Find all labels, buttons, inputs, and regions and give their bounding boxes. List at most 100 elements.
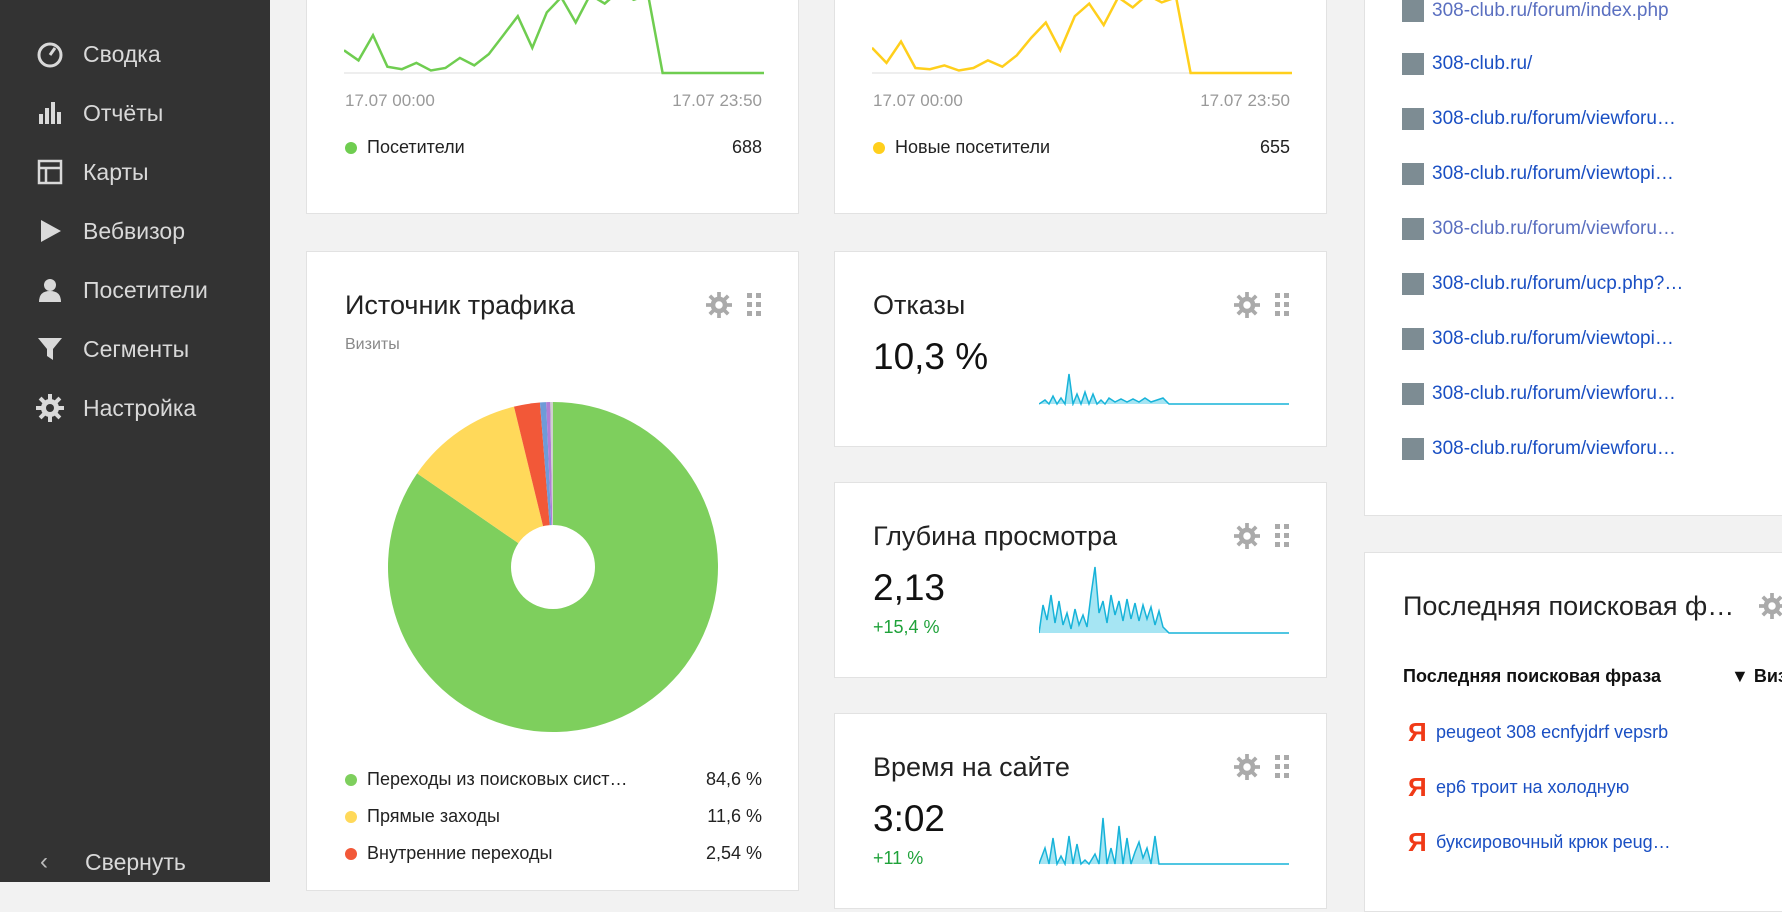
- legend-value: 655: [1259, 137, 1290, 157]
- legend-label: Переходы из поисковых сист…: [367, 769, 628, 789]
- card-title: Последняя поисковая ф…: [1403, 591, 1735, 621]
- sidebar-item-visitors[interactable]: Посетители: [34, 270, 208, 310]
- page-link[interactable]: 308-club.ru/forum/viewforu…: [1402, 438, 1676, 460]
- page-link-label: 308-club.ru/forum/viewforu…: [1432, 438, 1676, 459]
- bar-chart-icon: [34, 97, 66, 129]
- legend-value: 84,6 %: [705, 769, 762, 789]
- sidebar-item-label: Сводка: [83, 40, 161, 67]
- pie-slice[interactable]: [417, 406, 553, 567]
- card-subtitle: Визиты: [345, 336, 400, 353]
- x-axis-end-label: 17.07 23:50: [672, 91, 762, 110]
- legend-dot: [873, 141, 885, 154]
- traffic-pie-chart: [388, 402, 718, 732]
- person-icon: [34, 274, 66, 306]
- legend-item: Прямые заходы: [345, 806, 500, 827]
- page-link[interactable]: 308-club.ru/forum/viewforu…: [1402, 108, 1676, 130]
- page-link[interactable]: 308-club.ru/forum/viewforu…: [1402, 383, 1676, 405]
- page-link-label: 308-club.ru/forum/viewforu…: [1432, 383, 1676, 404]
- legend-item: Посетители: [345, 137, 465, 158]
- card-controls: [706, 292, 762, 323]
- collapse-sidebar-button[interactable]: ‹ Свернуть: [40, 848, 186, 876]
- card-title: Глубина просмотра: [873, 521, 1118, 551]
- bounce-card: Отказы 10,3 %: [834, 251, 1327, 447]
- layout-icon: [34, 156, 66, 188]
- sidebar-item-maps[interactable]: Карты: [34, 152, 149, 192]
- sidebar-item-settings[interactable]: Настройка: [34, 388, 196, 428]
- gear-icon[interactable]: [706, 292, 732, 323]
- gear-icon[interactable]: [1234, 754, 1260, 785]
- page-link-label: 308-club.ru/forum/viewforu…: [1432, 108, 1676, 129]
- collapse-label: Свернуть: [85, 848, 186, 875]
- favicon-icon: [1402, 0, 1424, 22]
- favicon-icon: [1402, 53, 1424, 75]
- visitors-line-chart: [344, 0, 764, 75]
- card-controls: [1234, 754, 1290, 785]
- card-controls: [1234, 523, 1290, 554]
- sidebar-item-summary[interactable]: Сводка: [34, 34, 161, 74]
- page-link[interactable]: 308-club.ru/forum/viewtopi…: [1402, 163, 1674, 185]
- legend-label: Посетители: [367, 137, 465, 157]
- page-link[interactable]: 308-club.ru/forum/ucp.php?…: [1402, 273, 1683, 295]
- page-link-label: 308-club.ru/forum/index.php: [1432, 0, 1669, 21]
- x-axis-end-label: 17.07 23:50: [1200, 91, 1290, 110]
- page-link[interactable]: 308-club.ru/forum/index.php: [1402, 0, 1669, 22]
- pie-slice[interactable]: [513, 402, 553, 567]
- drag-handle-icon[interactable]: [1274, 754, 1290, 785]
- page-link-label: 308-club.ru/forum/viewtopi…: [1432, 328, 1674, 349]
- gauge-icon: [34, 38, 66, 70]
- sidebar-item-webvisor[interactable]: Вебвизор: [34, 211, 185, 251]
- time-sparkline: [1039, 817, 1289, 866]
- sidebar-item-segments[interactable]: Сегменты: [34, 329, 189, 369]
- drag-handle-icon[interactable]: [1274, 523, 1290, 554]
- bounce-sparkline: [1039, 373, 1289, 406]
- depth-sparkline: [1039, 566, 1289, 634]
- play-icon: [34, 215, 66, 247]
- page-link[interactable]: 308-club.ru/forum/viewtopi…: [1402, 328, 1674, 350]
- column-header-phrase[interactable]: Последняя поисковая фраза: [1403, 666, 1661, 686]
- legend-label: Новые посетители: [895, 137, 1051, 157]
- new-visitors-line-chart: [872, 0, 1292, 75]
- favicon-icon: [1402, 383, 1424, 405]
- sidebar-item-label: Сегменты: [83, 335, 190, 362]
- page-link[interactable]: 308-club.ru/: [1402, 53, 1532, 75]
- depth-card: Глубина просмотра 2,13 +15,4 %: [834, 482, 1327, 678]
- series-line: [344, 0, 764, 75]
- metric-delta: +15,4 %: [873, 617, 940, 637]
- page-link[interactable]: 308-club.ru/forum/viewforu…: [1402, 218, 1676, 240]
- favicon-icon: [1402, 218, 1424, 240]
- column-header-visits[interactable]: ▼ Виз: [1731, 666, 1782, 686]
- legend-value: 688: [731, 137, 762, 157]
- drag-handle-icon[interactable]: [746, 292, 762, 323]
- filter-icon: [34, 333, 66, 365]
- yandex-icon: Я: [1408, 772, 1427, 802]
- traffic-source-card: Источник трафика Визиты Переходы из поис…: [306, 251, 799, 891]
- new-visitors-card: 17.07 00:00 17.07 23:50 Новые посетители…: [834, 0, 1327, 214]
- gear-icon[interactable]: [1234, 292, 1260, 323]
- gear-icon[interactable]: [1759, 593, 1782, 624]
- sidebar-item-label: Посетители: [83, 276, 208, 303]
- card-title: Источник трафика: [345, 290, 575, 320]
- sidebar-item-label: Отчёты: [83, 99, 164, 126]
- legend-dot: [345, 847, 357, 860]
- drag-handle-icon[interactable]: [1274, 292, 1290, 323]
- legend-value: 2,54 %: [705, 843, 762, 863]
- page-link-label: 308-club.ru/: [1432, 53, 1533, 74]
- sidebar-item-reports[interactable]: Отчёты: [34, 93, 163, 133]
- card-title: Время на сайте: [873, 752, 1070, 782]
- legend-dot: [345, 810, 357, 823]
- legend-item: Внутренние переходы: [345, 843, 552, 864]
- gear-icon[interactable]: [1234, 523, 1260, 554]
- legend-label: Прямые заходы: [367, 806, 500, 826]
- search-phrase-link: ep6 троит на холодную: [1436, 777, 1630, 797]
- sidebar-item-label: Вебвизор: [83, 217, 185, 244]
- sidebar-item-label: Карты: [83, 158, 149, 185]
- favicon-icon: [1402, 108, 1424, 130]
- x-axis-start-label: 17.07 00:00: [345, 91, 435, 110]
- search-phrase-link: буксировочный крюк peug…: [1436, 832, 1671, 852]
- gear-icon: [34, 392, 66, 424]
- legend-value: 11,6 %: [707, 806, 762, 826]
- visitors-card: 17.07 00:00 17.07 23:50 Посетители 688: [306, 0, 799, 214]
